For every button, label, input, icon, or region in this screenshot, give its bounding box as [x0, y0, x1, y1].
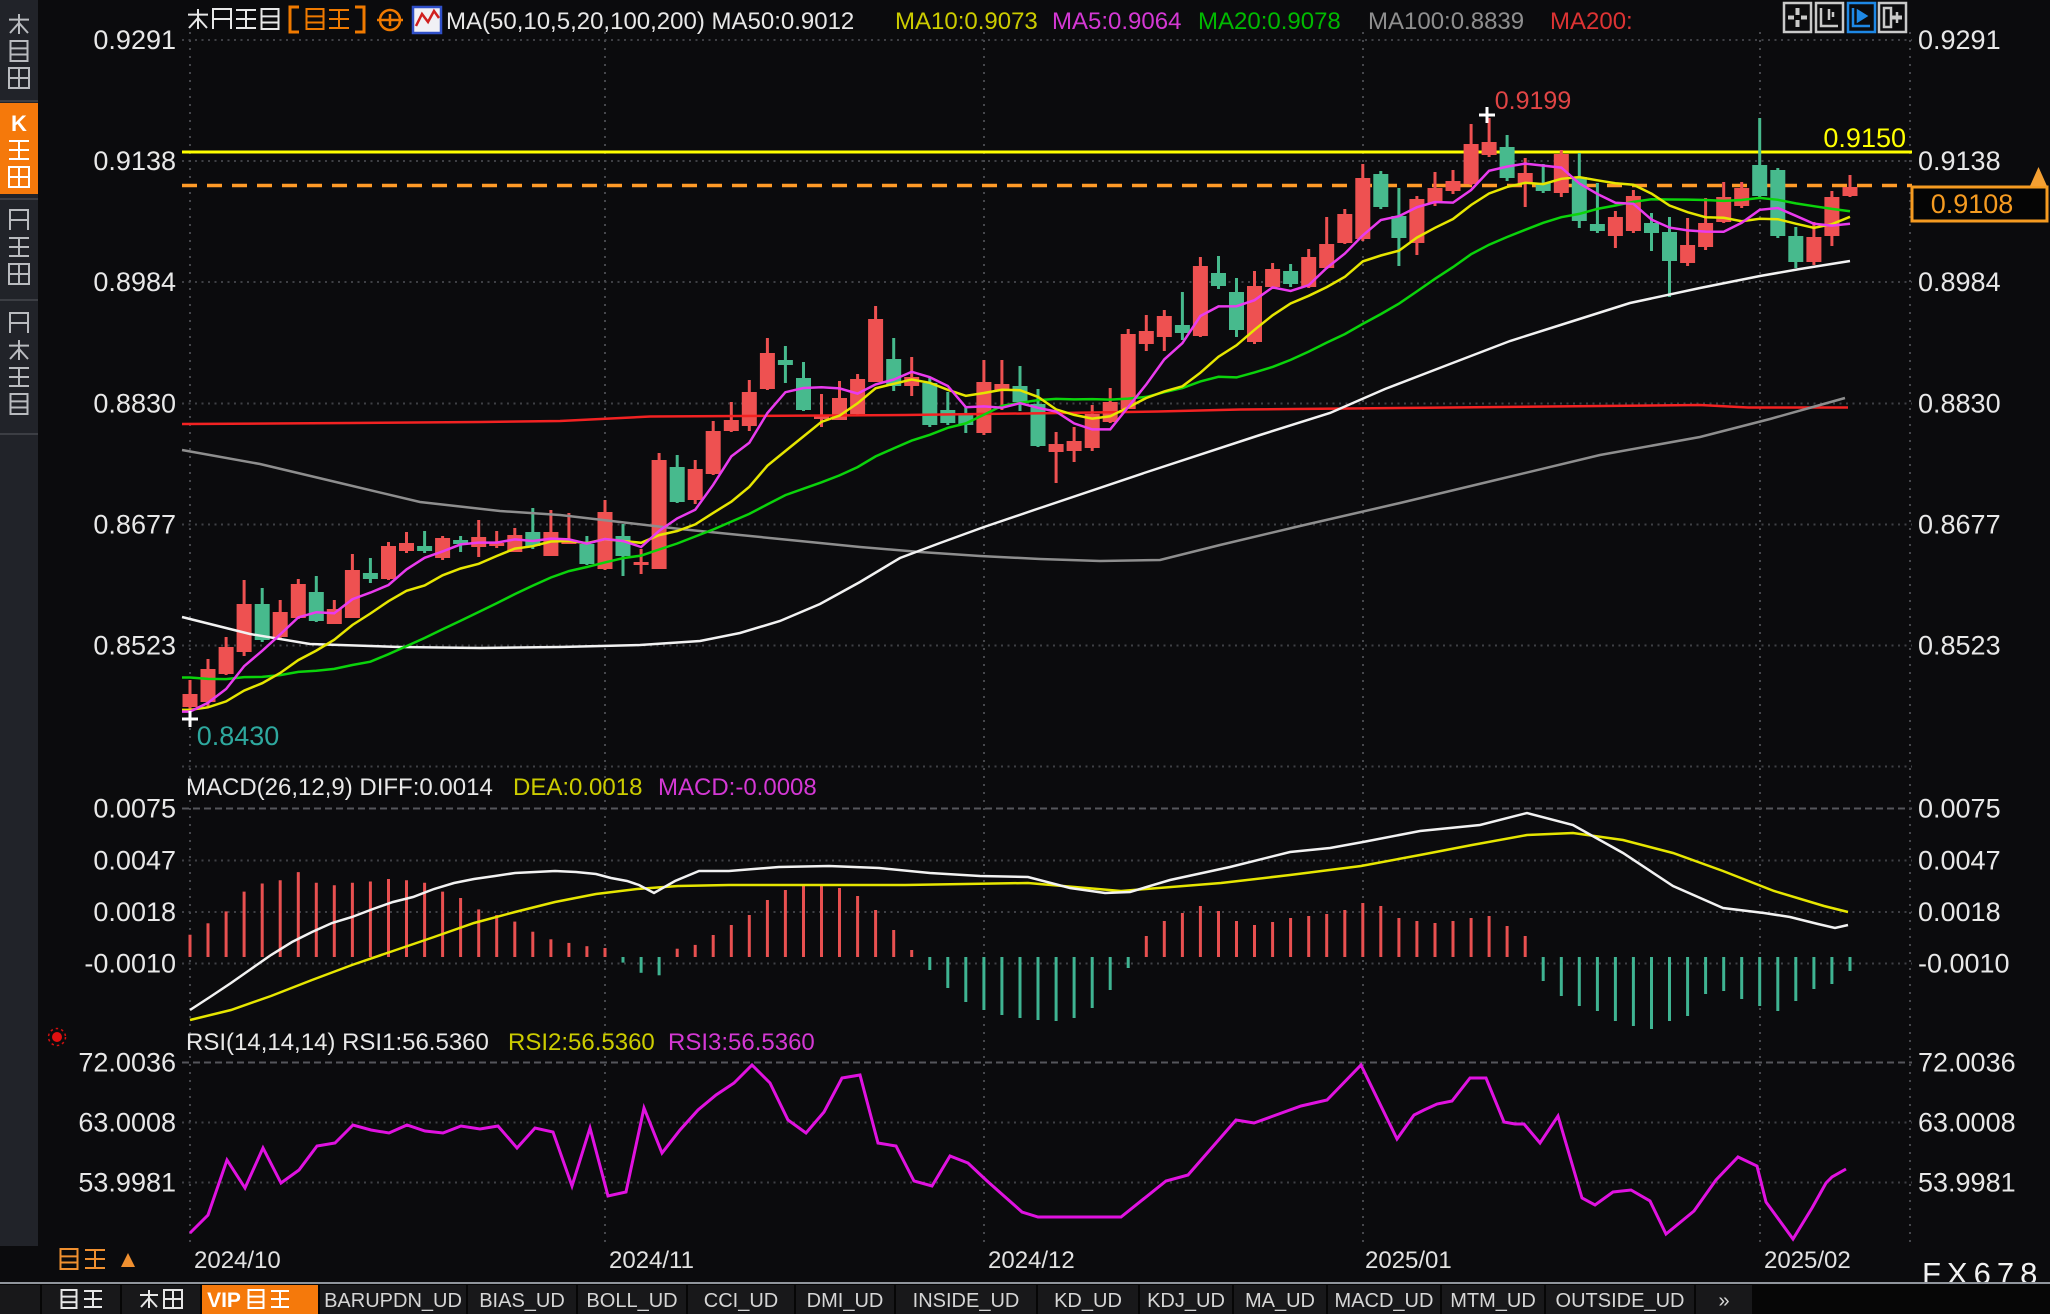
svg-text:72.0036: 72.0036 — [1918, 1048, 2016, 1078]
svg-text:BARUPDN_UD: BARUPDN_UD — [324, 1290, 462, 1312]
svg-text:MACD:-0.0008: MACD:-0.0008 — [658, 774, 817, 801]
svg-text:MA10:0.9073: MA10:0.9073 — [895, 8, 1038, 35]
svg-text:BIAS_UD: BIAS_UD — [479, 1290, 565, 1312]
svg-text:72.0036: 72.0036 — [78, 1048, 176, 1078]
svg-text:0.0047: 0.0047 — [93, 846, 176, 876]
svg-text:INSIDE_UD: INSIDE_UD — [913, 1290, 1020, 1312]
svg-text:2024/12: 2024/12 — [988, 1247, 1075, 1274]
svg-text:MA5:0.9064: MA5:0.9064 — [1052, 8, 1181, 35]
svg-text:VIP: VIP — [207, 1289, 241, 1312]
svg-text:2024/10: 2024/10 — [194, 1247, 281, 1274]
svg-text:-0.0010: -0.0010 — [84, 949, 176, 979]
svg-text:0.9199: 0.9199 — [1495, 87, 1571, 115]
svg-text:0.9138: 0.9138 — [1918, 146, 2001, 176]
svg-text:53.9981: 53.9981 — [1918, 1168, 2016, 1198]
svg-text:0.8677: 0.8677 — [93, 510, 176, 540]
svg-text:0.8523: 0.8523 — [1918, 631, 2001, 661]
svg-text:KDJ_UD: KDJ_UD — [1147, 1290, 1225, 1312]
svg-text:-0.0010: -0.0010 — [1918, 949, 2010, 979]
svg-text:KD_UD: KD_UD — [1054, 1290, 1122, 1312]
svg-text:0.0018: 0.0018 — [93, 897, 176, 927]
svg-text:0.9291: 0.9291 — [93, 25, 176, 55]
svg-text:MA(50,10,5,20,100,200) MA50:0.: MA(50,10,5,20,100,200) MA50:0.9012 — [446, 8, 854, 35]
svg-text:MACD(26,12,9) DIFF:0.0014: MACD(26,12,9) DIFF:0.0014 — [186, 774, 493, 801]
svg-text:DEA:0.0018: DEA:0.0018 — [513, 774, 642, 801]
svg-text:CCI_UD: CCI_UD — [704, 1290, 778, 1312]
svg-text:DMI_UD: DMI_UD — [807, 1290, 884, 1312]
svg-text:MACD_UD: MACD_UD — [1335, 1290, 1434, 1312]
svg-text:K: K — [11, 111, 27, 136]
svg-text:0.0075: 0.0075 — [1918, 794, 2001, 824]
svg-text:0.8984: 0.8984 — [1918, 267, 2001, 297]
svg-text:0.8523: 0.8523 — [93, 631, 176, 661]
svg-text:»: » — [1718, 1290, 1729, 1312]
svg-text:0.9291: 0.9291 — [1918, 25, 2001, 55]
svg-text:2025/02: 2025/02 — [1764, 1247, 1851, 1274]
svg-text:RSI2:56.5360: RSI2:56.5360 — [508, 1029, 655, 1056]
svg-text:MA100:0.8839: MA100:0.8839 — [1368, 8, 1524, 35]
svg-text:0.9108: 0.9108 — [1931, 189, 2014, 219]
svg-text:0.8430: 0.8430 — [197, 721, 280, 751]
svg-text:BOLL_UD: BOLL_UD — [586, 1290, 677, 1312]
svg-text:0.9150: 0.9150 — [1823, 123, 1906, 153]
svg-text:0.9138: 0.9138 — [93, 146, 176, 176]
svg-text:0.0018: 0.0018 — [1918, 897, 2001, 927]
svg-text:2024/11: 2024/11 — [609, 1247, 694, 1274]
svg-text:0.0047: 0.0047 — [1918, 846, 2001, 876]
svg-text:0.8830: 0.8830 — [1918, 389, 2001, 419]
svg-text:OUTSIDE_UD: OUTSIDE_UD — [1556, 1290, 1685, 1312]
svg-text:0.8677: 0.8677 — [1918, 510, 2001, 540]
svg-text:0.8984: 0.8984 — [93, 267, 176, 297]
svg-text:2025/01: 2025/01 — [1365, 1247, 1452, 1274]
svg-text:63.0008: 63.0008 — [78, 1108, 176, 1138]
svg-text:53.9981: 53.9981 — [78, 1168, 176, 1198]
svg-text:63.0008: 63.0008 — [1918, 1108, 2016, 1138]
svg-text:RSI3:56.5360: RSI3:56.5360 — [668, 1029, 815, 1056]
svg-text:MA_UD: MA_UD — [1245, 1290, 1315, 1312]
svg-text:RSI(14,14,14) RSI1:56.5360: RSI(14,14,14) RSI1:56.5360 — [186, 1029, 489, 1056]
svg-text:0.8830: 0.8830 — [93, 389, 176, 419]
svg-text:MTM_UD: MTM_UD — [1450, 1290, 1536, 1312]
svg-text:MA200:: MA200: — [1550, 8, 1633, 35]
svg-text:0.0075: 0.0075 — [93, 794, 176, 824]
svg-text:MA20:0.9078: MA20:0.9078 — [1198, 8, 1341, 35]
